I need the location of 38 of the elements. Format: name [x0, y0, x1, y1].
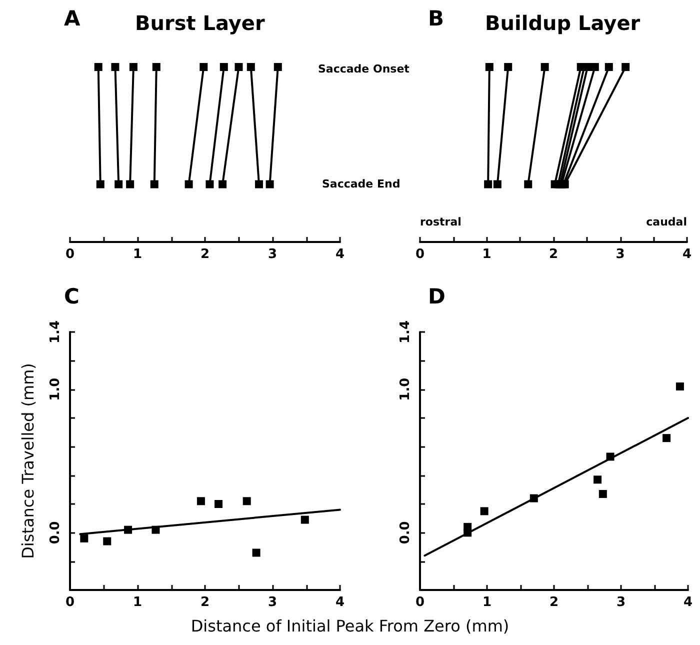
- annotation: rostral: [420, 216, 462, 228]
- x-tick-label: 0: [65, 595, 75, 610]
- x-tick-label: 4: [682, 247, 692, 262]
- x-tick-label: 3: [268, 595, 278, 610]
- y-tick-label: 1.0: [48, 378, 63, 401]
- x-tick-label: 2: [549, 595, 559, 610]
- x-tick-label: 2: [200, 595, 210, 610]
- x-tick-label: 1: [132, 247, 142, 262]
- x-tick-label: 2: [548, 247, 558, 262]
- x-tick-label: 3: [616, 595, 626, 610]
- x-tick-label: 0: [415, 595, 425, 610]
- chart-title: Burst Layer: [135, 11, 265, 35]
- chart-title: Buildup Layer: [485, 11, 640, 35]
- x-tick-label: 1: [482, 247, 492, 262]
- x-tick-label: 0: [415, 247, 425, 262]
- text: D: [428, 284, 446, 308]
- x-tick-label: 3: [616, 247, 625, 262]
- annotation: Saccade End: [322, 178, 400, 190]
- y-tick-label: 0.0: [398, 521, 413, 544]
- text: A: [64, 6, 81, 30]
- y-tick-label: 1.0: [398, 378, 413, 401]
- annotation: Saccade Onset: [318, 62, 410, 76]
- y-tick-label: 1.4: [398, 320, 413, 344]
- y-tick-label: 0.0: [48, 521, 63, 544]
- y-tick-label: 1.4: [48, 320, 63, 344]
- y-axis-title: Distance Travelled (mm): [18, 363, 38, 559]
- text: B: [428, 6, 444, 30]
- x-tick-label: 2: [200, 247, 210, 262]
- x-tick-label: 3: [268, 247, 278, 262]
- x-tick-label: 1: [482, 595, 492, 610]
- text: C: [64, 284, 80, 308]
- x-tick-label: 4: [683, 595, 693, 610]
- x-tick-label: 1: [132, 595, 142, 610]
- x-tick-label: 4: [335, 247, 345, 262]
- x-tick-label: 0: [65, 247, 75, 262]
- x-axis-title: Distance of Initial Peak From Zero (mm): [190, 616, 510, 636]
- x-tick-label: 4: [335, 595, 345, 610]
- annotation: caudal: [646, 216, 687, 228]
